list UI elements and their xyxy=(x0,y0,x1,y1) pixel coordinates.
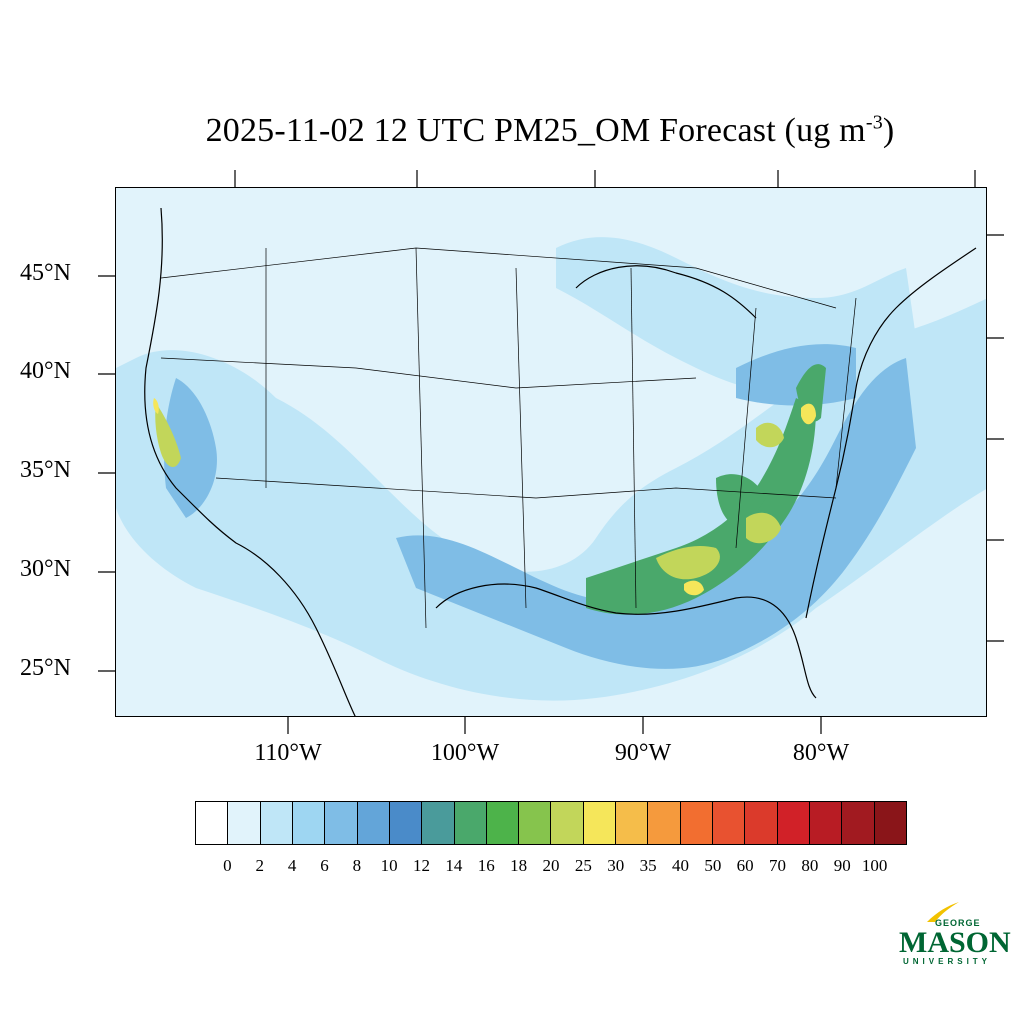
lon-label-90: 90°W xyxy=(614,740,672,766)
colorbar-label: 100 xyxy=(861,856,888,875)
colorbar-label: 80 xyxy=(801,856,819,875)
colorbar-label: 8 xyxy=(352,856,362,875)
lat-label-45: 45°N xyxy=(20,260,71,286)
colorbar-label: 90 xyxy=(833,856,851,875)
title-text: 2025-11-02 12 UTC PM25_OM Forecast (ug m xyxy=(205,112,866,149)
colorbar-label: 50 xyxy=(704,856,722,875)
colorbar-cell xyxy=(616,802,649,844)
colorbar-cell xyxy=(486,802,520,844)
lon-label-80: 80°W xyxy=(792,740,850,766)
coastline xyxy=(144,207,977,716)
colorbar-cell xyxy=(422,802,455,844)
colorbar-cell xyxy=(777,802,810,844)
logo-swoosh-icon xyxy=(927,902,959,922)
colorbar-label: 18 xyxy=(510,856,528,875)
map-title: 2025-11-02 12 UTC PM25_OM Forecast (ug m… xyxy=(0,112,1024,150)
colorbar-label: 10 xyxy=(380,856,398,875)
gmu-logo: GEORGE MASON UNIVERSITY xyxy=(897,898,1011,968)
colorbar-cell xyxy=(745,802,778,844)
colorbar-cell xyxy=(454,802,487,844)
colorbar-cell xyxy=(583,802,617,844)
colorbar-label: 0 xyxy=(223,856,232,875)
colorbar-label: 20 xyxy=(542,856,560,875)
colorbar xyxy=(195,801,907,845)
lon-label-110: 110°W xyxy=(254,740,322,766)
colorbar-label: 70 xyxy=(769,856,787,875)
colorbar-label: 12 xyxy=(413,856,431,875)
colorbar-cell xyxy=(325,802,358,844)
title-close: ) xyxy=(882,112,895,149)
lat-label-25: 25°N xyxy=(20,655,71,681)
colorbar-cell xyxy=(519,802,552,844)
colorbar-cell xyxy=(292,802,326,844)
forecast-map xyxy=(116,188,986,716)
colorbar-cell xyxy=(551,802,584,844)
colorbar-cell xyxy=(389,802,423,844)
colorbar-cell xyxy=(842,802,875,844)
colorbar-label: 60 xyxy=(736,856,754,875)
colorbar-label: 25 xyxy=(574,856,592,875)
lat-label-40: 40°N xyxy=(20,358,71,384)
colorbar-cell xyxy=(713,802,746,844)
colorbar-cell xyxy=(874,802,906,844)
colorbar-label: 14 xyxy=(445,856,463,875)
lon-label-100: 100°W xyxy=(430,740,500,766)
lat-label-35: 35°N xyxy=(20,457,71,483)
state-borders xyxy=(160,247,857,629)
colorbar-label: 16 xyxy=(477,856,495,875)
colorbar-cell xyxy=(260,802,293,844)
colorbar-cell xyxy=(196,802,229,844)
concentration-layer-30-40 xyxy=(153,398,816,596)
colorbar-cell xyxy=(357,802,390,844)
colorbar-label: 4 xyxy=(287,856,297,875)
concentration-layer-6-10 xyxy=(164,344,916,669)
colorbar-label: 2 xyxy=(255,856,264,875)
logo-mason: MASON xyxy=(899,926,1011,959)
colorbar-cell xyxy=(809,802,843,844)
logo-university: UNIVERSITY xyxy=(903,957,992,966)
logo-george: GEORGE xyxy=(935,918,981,928)
colorbar-label: 30 xyxy=(607,856,625,875)
map-frame xyxy=(115,187,987,717)
colorbar-label: 40 xyxy=(671,856,689,875)
colorbar-cell xyxy=(680,802,713,844)
lat-label-30: 30°N xyxy=(20,556,71,582)
colorbar-label: 35 xyxy=(639,856,657,875)
colorbar-cell xyxy=(228,802,261,844)
colorbar-cell xyxy=(648,802,681,844)
title-superscript: -3 xyxy=(865,111,883,134)
colorbar-label: 6 xyxy=(320,856,329,875)
concentration-layer-20-30 xyxy=(155,403,784,580)
